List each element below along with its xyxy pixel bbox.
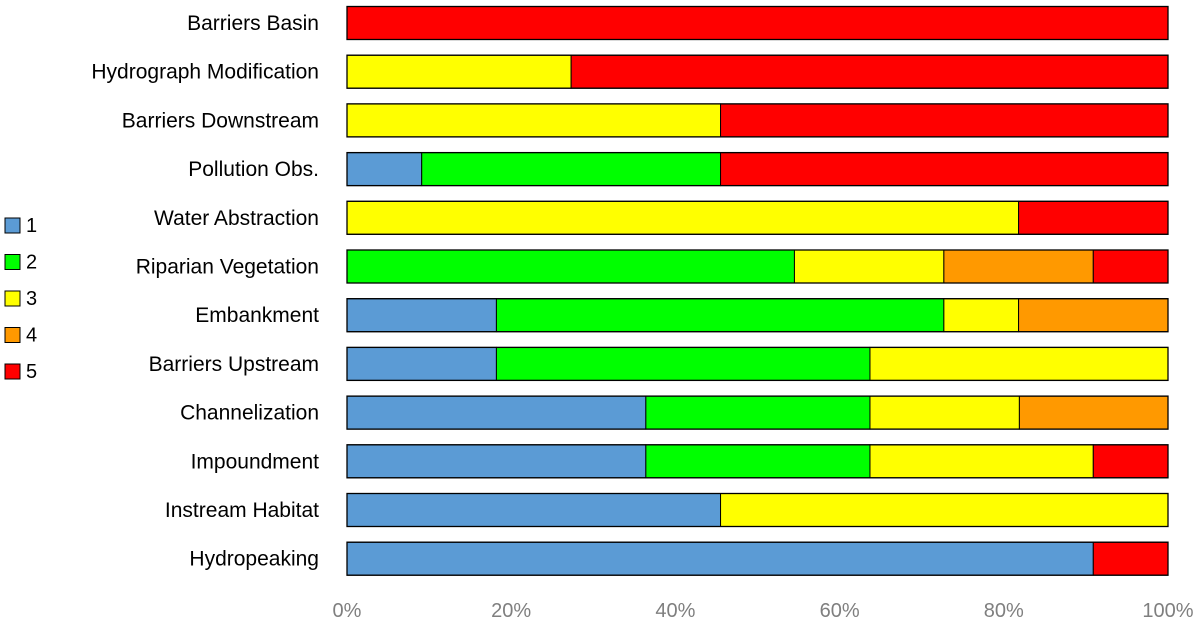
bar-segment-pollution-obs-level-5 (720, 152, 1169, 187)
bar-segment-impoundment-level-1 (346, 444, 647, 479)
bar-outline-hydropeaking (346, 541, 1169, 576)
legend-label: 2 (26, 252, 37, 274)
bar-segment-channelization-level-1 (346, 395, 647, 430)
bar-row-channelization (346, 395, 1169, 430)
legend-label: 5 (26, 361, 37, 383)
bar-outline-instream-habitat (346, 492, 1169, 528)
bar-row-embankment (346, 298, 1169, 333)
legend-label: 4 (26, 325, 37, 347)
bar-outline-barriers-upstream (346, 346, 1169, 382)
bar-segment-instream-habitat-level-3 (720, 493, 1169, 527)
x-tick-label: 20% (491, 600, 531, 622)
bar-outline-water-abstraction (346, 200, 1169, 235)
category-label-hydrograph-modification: Hydrograph Modification (91, 61, 319, 84)
bar-segment-impoundment-level-5 (1092, 444, 1169, 479)
category-label-water-abstraction: Water Abstraction (154, 207, 319, 230)
x-tick-label: 80% (984, 600, 1024, 622)
x-tick-label: 40% (655, 600, 695, 622)
bar-segment-barriers-downstream-level-3 (346, 103, 722, 138)
category-label-pollution-obs: Pollution Obs. (188, 158, 319, 181)
legend-item-3: 3 (4, 288, 37, 310)
bar-outline-riparian-vegetation (346, 249, 1169, 284)
bar-segment-hydropeaking-level-1 (346, 541, 1094, 576)
category-label-embankment: Embankment (195, 304, 319, 327)
legend-item-4: 4 (4, 325, 37, 347)
bar-segment-barriers-upstream-level-2 (495, 346, 871, 381)
x-tick-label: 100% (1142, 600, 1193, 622)
bar-outline-barriers-downstream (346, 103, 1169, 138)
bar-segment-barriers-basin-level-5 (346, 6, 1169, 40)
bar-segment-embankment-level-1 (346, 298, 497, 333)
bar-segment-embankment-level-2 (495, 298, 945, 333)
category-label-impoundment: Impoundment (191, 450, 320, 473)
bars (346, 5, 1169, 576)
category-label-barriers-basin: Barriers Basin (187, 12, 319, 35)
legend-swatch (4, 290, 21, 307)
bar-segment-embankment-level-4 (1018, 298, 1169, 333)
bar-row-barriers-upstream (346, 346, 1169, 382)
bar-segment-riparian-vegetation-level-2 (346, 249, 795, 284)
bar-row-impoundment (346, 444, 1169, 479)
bar-outline-impoundment (346, 444, 1169, 479)
bar-segment-water-abstraction-level-5 (1018, 200, 1169, 235)
bar-segment-barriers-downstream-level-5 (720, 103, 1169, 138)
x-axis-ticks: 0% 20% 40% 60% 80% 100% (333, 600, 1194, 622)
bar-segment-instream-habitat-level-1 (346, 493, 722, 527)
bar-segment-barriers-upstream-level-3 (869, 346, 1169, 381)
bar-row-barriers-basin (346, 5, 1169, 41)
bar-segment-hydrograph-modification-level-3 (346, 54, 572, 89)
category-labels: Barriers Basin Hydrograph Modification Bar… (91, 12, 319, 571)
category-label-hydropeaking: Hydropeaking (189, 548, 319, 571)
bar-outline-embankment (346, 298, 1169, 333)
legend-item-1: 1 (4, 215, 37, 237)
bar-segment-barriers-upstream-level-1 (346, 346, 497, 381)
bar-segment-water-abstraction-level-3 (346, 200, 1020, 235)
bar-segment-riparian-vegetation-level-5 (1092, 249, 1169, 284)
bar-segment-hydrograph-modification-level-5 (570, 54, 1169, 89)
bar-row-instream-habitat (346, 492, 1169, 528)
category-label-barriers-downstream: Barriers Downstream (122, 109, 319, 132)
bar-segment-channelization-level-4 (1018, 395, 1169, 430)
bar-segment-hydropeaking-level-5 (1092, 541, 1169, 576)
x-tick-label: 60% (820, 600, 860, 622)
legend-swatch (4, 217, 21, 234)
legend: 1 2 3 4 5 (4, 215, 37, 383)
category-label-riparian-vegetation: Riparian Vegetation (136, 256, 319, 279)
bar-row-barriers-downstream (346, 103, 1169, 138)
legend-label: 1 (26, 215, 37, 237)
bar-segment-embankment-level-3 (943, 298, 1020, 333)
legend-item-5: 5 (4, 361, 37, 383)
legend-label: 3 (26, 288, 37, 310)
bar-outline-hydrograph-modification (346, 54, 1169, 89)
legend-swatch (4, 363, 21, 380)
legend-swatch (4, 254, 21, 270)
bar-row-water-abstraction (346, 200, 1169, 235)
bar-outline-pollution-obs (346, 151, 1169, 187)
x-tick-label: 0% (333, 600, 362, 622)
bar-segment-impoundment-level-3 (869, 444, 1094, 479)
bar-row-hydropeaking (346, 541, 1169, 576)
category-label-instream-habitat: Instream Habitat (165, 499, 319, 522)
bar-segment-riparian-vegetation-level-3 (793, 249, 945, 284)
category-label-channelization: Channelization (180, 402, 319, 425)
bar-segment-channelization-level-2 (645, 395, 871, 430)
category-label-barriers-upstream: Barriers Upstream (149, 353, 319, 376)
bar-segment-riparian-vegetation-level-4 (943, 249, 1094, 284)
bar-row-riparian-vegetation (346, 249, 1169, 284)
bar-row-pollution-obs (346, 151, 1169, 187)
bar-segment-impoundment-level-2 (645, 444, 871, 479)
bar-segment-channelization-level-3 (869, 395, 1020, 430)
bar-segment-pollution-obs-level-2 (421, 152, 722, 187)
legend-item-2: 2 (4, 252, 37, 274)
legend-swatch (4, 327, 21, 343)
bar-outline-channelization (346, 395, 1169, 430)
bar-segment-pollution-obs-level-1 (346, 152, 423, 187)
bar-row-hydrograph-modification (346, 54, 1169, 89)
bar-outline-barriers-basin (346, 5, 1169, 41)
